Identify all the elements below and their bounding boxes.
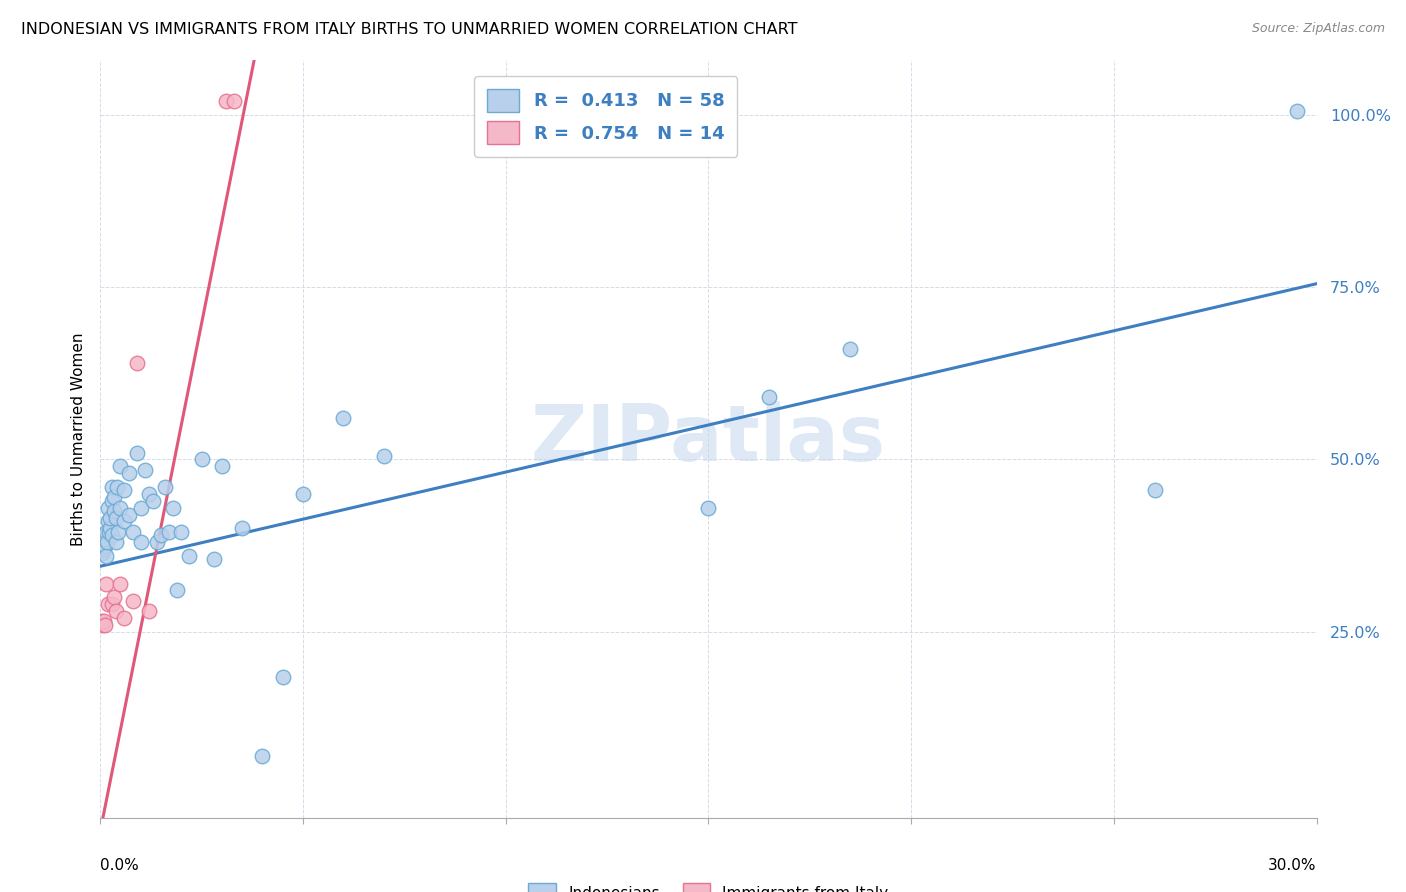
Point xyxy=(101,597,124,611)
Point xyxy=(332,411,354,425)
Point xyxy=(129,535,152,549)
Legend: Indonesians, Immigrants from Italy: Indonesians, Immigrants from Italy xyxy=(522,877,894,892)
Point xyxy=(97,597,120,611)
Point xyxy=(93,542,115,557)
Point xyxy=(91,545,114,559)
Point xyxy=(1143,483,1166,498)
Point xyxy=(121,594,143,608)
Point xyxy=(149,528,172,542)
Point xyxy=(94,539,117,553)
Point xyxy=(97,500,120,515)
Point xyxy=(291,487,314,501)
Point xyxy=(103,491,125,505)
Point xyxy=(222,94,245,108)
Point xyxy=(231,521,253,535)
Point xyxy=(98,521,121,535)
Point xyxy=(373,449,395,463)
Point xyxy=(114,483,136,498)
Point xyxy=(117,508,139,522)
Point xyxy=(105,535,128,549)
Point xyxy=(90,615,112,629)
Point xyxy=(98,511,121,525)
Point xyxy=(125,445,148,459)
Text: 0.0%: 0.0% xyxy=(100,858,139,873)
Point xyxy=(91,618,114,632)
Point xyxy=(134,463,156,477)
Point xyxy=(190,452,212,467)
Point xyxy=(271,670,294,684)
Point xyxy=(839,342,862,356)
Point xyxy=(101,480,124,494)
Point xyxy=(146,535,169,549)
Point xyxy=(94,532,117,546)
Point xyxy=(125,356,148,370)
Point xyxy=(94,618,117,632)
Point xyxy=(101,493,124,508)
Point xyxy=(138,487,160,501)
Point xyxy=(121,524,143,539)
Point xyxy=(142,493,165,508)
Point xyxy=(170,524,193,539)
Point xyxy=(110,576,132,591)
Point xyxy=(114,611,136,625)
Point xyxy=(91,535,114,549)
Point xyxy=(166,583,188,598)
Point xyxy=(96,524,118,539)
Point xyxy=(105,480,128,494)
Point xyxy=(96,535,118,549)
Point xyxy=(138,604,160,618)
Point xyxy=(93,528,115,542)
Point xyxy=(114,515,136,529)
Point xyxy=(103,504,125,518)
Point xyxy=(103,591,125,605)
Point xyxy=(97,515,120,529)
Point xyxy=(153,480,176,494)
Point xyxy=(162,500,184,515)
Point xyxy=(110,500,132,515)
Point xyxy=(202,552,225,566)
Point xyxy=(110,459,132,474)
Point xyxy=(215,94,238,108)
Text: 30.0%: 30.0% xyxy=(1268,858,1317,873)
Point xyxy=(697,500,720,515)
Text: Source: ZipAtlas.com: Source: ZipAtlas.com xyxy=(1251,22,1385,36)
Point xyxy=(179,549,201,563)
Point xyxy=(105,511,128,525)
Point xyxy=(758,391,780,405)
Y-axis label: Births to Unmarried Women: Births to Unmarried Women xyxy=(72,332,86,546)
Point xyxy=(129,500,152,515)
Point xyxy=(101,528,124,542)
Point xyxy=(96,576,118,591)
Point xyxy=(105,604,128,618)
Point xyxy=(211,459,233,474)
Point xyxy=(96,549,118,563)
Point xyxy=(98,524,121,539)
Text: INDONESIAN VS IMMIGRANTS FROM ITALY BIRTHS TO UNMARRIED WOMEN CORRELATION CHART: INDONESIAN VS IMMIGRANTS FROM ITALY BIRT… xyxy=(21,22,797,37)
Point xyxy=(93,615,115,629)
Point xyxy=(157,524,180,539)
Point xyxy=(117,467,139,481)
Text: ZIPatlas: ZIPatlas xyxy=(531,401,886,476)
Point xyxy=(252,748,274,763)
Point xyxy=(107,524,129,539)
Point xyxy=(1285,104,1308,119)
